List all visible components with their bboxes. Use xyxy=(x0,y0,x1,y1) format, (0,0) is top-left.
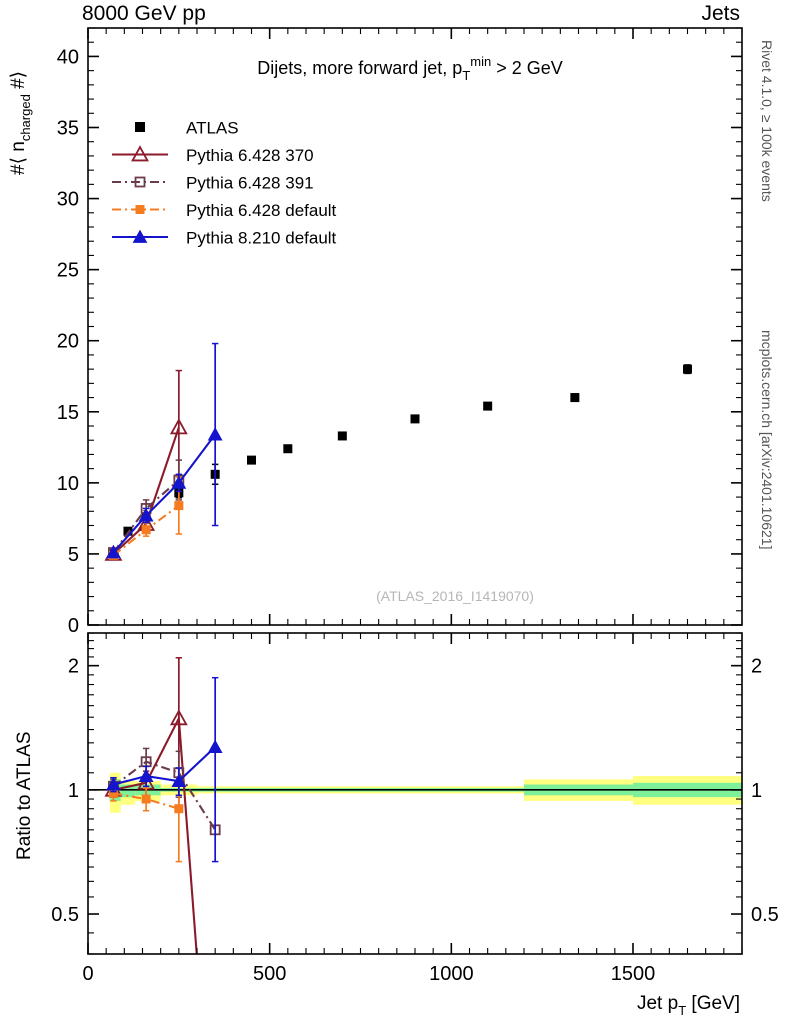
header-right-label: Jets xyxy=(701,2,740,25)
y-tick-label: 10 xyxy=(57,473,79,495)
main-plot-area: 0 5 10 15 20 25 30 35 40 xyxy=(57,27,743,637)
ratio-y-tick-label: 0.5 xyxy=(51,904,79,926)
y-tick-label: 35 xyxy=(57,118,79,140)
data-point xyxy=(141,525,151,535)
ratio-data-point xyxy=(174,804,184,814)
ratio-series-group xyxy=(88,657,742,954)
main-panel-title: Dijets, more forward jet, pTmin > 2 GeV xyxy=(257,54,563,83)
ratio-data-point xyxy=(171,773,187,788)
svg-text:Rivet 4.1.0, ≥ 100k events: Rivet 4.1.0, ≥ 100k events xyxy=(759,40,775,202)
ratio-y-tick-label-right: 1 xyxy=(751,780,762,802)
legend-item-pythia-6428-391[interactable]: Pythia 6.428 391 xyxy=(112,174,314,193)
ratio-data-point xyxy=(141,794,151,804)
y-tick-label: 5 xyxy=(68,544,79,566)
ratio-series-line xyxy=(113,714,198,954)
ratio-yaxis-label: Ratio to ATLAS xyxy=(14,732,35,861)
data-point xyxy=(683,364,692,374)
legend-item-atlas[interactable]: ATLAS xyxy=(135,119,239,138)
ratio-plot-area: 0 500 1000 1500 0.5 0.5 1 1 2 2 xyxy=(51,632,779,985)
data-point xyxy=(171,475,187,489)
y-tick-label: 40 xyxy=(57,46,79,68)
legend-label: Pythia 8.210 default xyxy=(186,229,337,248)
ratio-plot-panel: Ratio to ATLAS 0 500 1000 1500 0.5 0.5 1 1 2 2 xyxy=(14,632,779,985)
ylabel-part-0: #⟨ n xyxy=(8,141,29,175)
data-point xyxy=(570,393,580,403)
legend-label: Pythia 6.428 391 xyxy=(186,174,314,193)
ylabel-part-2: #⟩ xyxy=(8,71,29,94)
data-point xyxy=(283,444,293,454)
ratio-y-tick-label-right: 0.5 xyxy=(751,904,779,926)
legend-label: Pythia 6.428 370 xyxy=(186,146,314,165)
ratio-frame: 0 500 1000 1500 0.5 0.5 1 1 2 2 xyxy=(51,632,779,985)
main-yaxis-label: #⟨ ncharged #⟩ xyxy=(8,71,33,175)
data-point xyxy=(410,414,420,424)
legend-marker-sample xyxy=(134,176,146,188)
legend-label: ATLAS xyxy=(186,119,239,138)
data-point xyxy=(174,501,184,511)
ratio-series-line xyxy=(112,760,217,831)
series-pythia-8-210-default xyxy=(106,342,223,559)
ratio-data-point xyxy=(207,739,223,753)
ratio-data-point xyxy=(108,788,118,798)
x-tick-label: 500 xyxy=(253,963,286,985)
ratio-y-tick-label: 2 xyxy=(68,656,79,678)
main-series-group xyxy=(104,342,692,561)
ratio-series-line xyxy=(113,746,216,786)
legend-marker-sample xyxy=(135,122,145,132)
ratio-y-tick-label-right: 2 xyxy=(751,656,762,678)
ratio-data-point xyxy=(138,768,154,782)
ratio-series-pythia-8-210-default xyxy=(106,676,223,863)
legend-item-pythia-6428-370[interactable]: Pythia 6.428 370 xyxy=(112,145,314,165)
series-line xyxy=(112,479,180,554)
uncertainty-bands xyxy=(109,772,742,813)
legend-label: Pythia 6.428 default xyxy=(186,201,337,220)
data-point xyxy=(169,418,188,435)
svg-text:Ratio to ATLAS: Ratio to ATLAS xyxy=(14,732,35,861)
ratio-data-point xyxy=(106,777,121,791)
analysis-watermark: (ATLAS_2016_I1419070) xyxy=(376,588,534,604)
y-tick-label: 30 xyxy=(57,189,79,211)
legend: ATLAS Pythia 6.428 370 Pythia 6.428 391 Pyt… xyxy=(112,119,337,248)
legend-marker-sample xyxy=(135,205,145,214)
legend-marker-sample xyxy=(132,229,148,243)
header-left-label: 8000 GeV pp xyxy=(82,2,206,25)
y-tick-label: 20 xyxy=(57,331,79,353)
series-atlas xyxy=(108,364,692,559)
data-point xyxy=(337,431,347,441)
data-point xyxy=(138,508,154,522)
ratio-y-tick-label: 1 xyxy=(68,780,79,802)
data-point xyxy=(106,545,121,559)
svg-text:#⟨ ncharged #⟩: #⟨ ncharged #⟩ xyxy=(8,71,33,175)
rivet-version-label: Rivet 4.1.0, ≥ 100k events xyxy=(759,40,775,202)
legend-marker-sample xyxy=(131,145,149,162)
mcplots-source-label: mcplots.cern.ch [arXiv:2401.10621] xyxy=(759,330,775,549)
main-plot-panel: #⟨ ncharged #⟩ Dijets, more forward jet,… xyxy=(8,27,743,637)
main-frame: 0 5 10 15 20 25 30 35 40 xyxy=(57,27,743,637)
series-line xyxy=(112,433,217,554)
ylabel-part-1: charged xyxy=(18,94,33,141)
data-point xyxy=(247,455,256,465)
data-point xyxy=(207,427,223,441)
svg-text:mcplots.cern.ch [arXiv:2401.10: mcplots.cern.ch [arXiv:2401.10621] xyxy=(759,330,775,549)
x-tick-label: 1500 xyxy=(611,963,656,985)
y-tick-label: 0 xyxy=(68,615,79,637)
legend-item-pythia-8210-default[interactable]: Pythia 8.210 default xyxy=(112,229,337,248)
data-point xyxy=(483,401,493,411)
y-tick-label: 25 xyxy=(57,260,79,282)
legend-item-pythia-6428-default[interactable]: Pythia 6.428 default xyxy=(112,201,337,220)
x-tick-label: 0 xyxy=(82,963,93,985)
x-tick-label: 1000 xyxy=(429,963,474,985)
xaxis-label: Jet pT [GeV] xyxy=(637,993,740,1018)
y-tick-label: 15 xyxy=(57,402,79,424)
ratio-data-point xyxy=(169,709,188,726)
